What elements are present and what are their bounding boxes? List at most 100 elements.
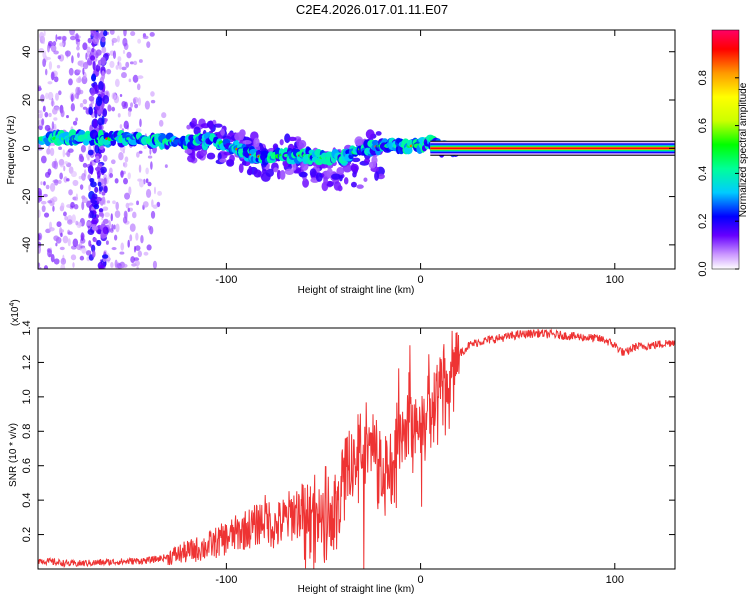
spectrogram-noise-blob <box>91 162 97 166</box>
spectrogram-noise-blob <box>46 148 51 155</box>
spectrogram-noise-blob <box>77 86 81 96</box>
spectrogram-noise-blob <box>114 178 119 184</box>
spectrogram-noise-blob <box>53 50 59 55</box>
colorbar-gradient <box>711 29 740 270</box>
colorbar: 0.0 0.2 0.4 0.6 0.8 Normalized spectral ampl… <box>697 29 749 277</box>
spectrogram-noise-blob <box>48 112 52 118</box>
spectrogram-noise-blob <box>38 144 42 148</box>
spectrogram-noise-blob <box>102 206 109 211</box>
spectrogram-noise-blob <box>136 200 139 206</box>
spectrogram-noise-blob <box>40 94 45 103</box>
spectrogram-noise-blob <box>115 201 119 211</box>
spectrogram-noise-blob <box>80 145 86 153</box>
spectrogram-noise-blob <box>125 202 130 209</box>
snr-scale-label: (x10 <box>10 306 21 326</box>
spectrogram-noise-blob <box>142 35 149 40</box>
spectrogram-noise-blob <box>124 156 129 163</box>
snr-ylabel: SNR (10 * v/v) <box>8 423 19 487</box>
spectrogram-noise-blob <box>53 258 60 265</box>
spectrogram-band-blob <box>89 210 94 219</box>
spectrogram-scatter-blob <box>248 165 253 176</box>
colorbar-tick-label: 0.6 <box>697 118 709 133</box>
snr-ytick-label: 1.2 <box>21 355 33 370</box>
spectrogram-scatter-blob <box>350 181 357 188</box>
spectrogram-noise-blob <box>43 30 46 37</box>
spectrogram-noise-blob <box>54 179 59 186</box>
spectrogram-noise-blob <box>41 205 46 213</box>
spectrogram-noise-blob <box>75 220 79 226</box>
spectrogram-scatter-blob <box>184 148 193 154</box>
spectrogram-noise-blob <box>147 181 152 187</box>
spectrogram-band-blob <box>101 191 106 196</box>
spectrogram-noise-blob <box>86 221 92 226</box>
spectrogram-noise-blob <box>133 257 140 262</box>
spectrogram-noise-blob <box>75 40 78 45</box>
spectrogram-noise-blob <box>138 179 144 188</box>
spectrogram-noise-blob <box>51 160 57 169</box>
spectrogram-noise-blob <box>112 200 116 205</box>
spectrogram-noise-blob <box>38 233 41 241</box>
spectrogram-band-blob <box>98 208 104 213</box>
spectrogram-band-blob <box>93 237 98 243</box>
spectrogram-noise-blob <box>143 145 147 149</box>
spectrogram-noise-blob <box>111 40 114 47</box>
spectrogram-noise-blob <box>136 83 141 91</box>
spectrogram-noise-blob <box>38 209 41 218</box>
spectrogram-noise-blob <box>117 113 121 118</box>
spectrogram-noise-blob <box>40 181 43 186</box>
spectrogram-noise-blob <box>48 61 53 70</box>
snr-scale-close: ) <box>10 299 21 302</box>
spectrogram-noise-blob <box>111 246 117 251</box>
spectrogram-noise-blob <box>150 161 153 170</box>
spectrogram-band-blob <box>102 218 109 225</box>
spectrogram-scatter-blob <box>315 172 323 182</box>
spectrogram-scatter-blob <box>220 128 225 136</box>
spectrogram-noise-blob <box>133 245 137 253</box>
spectrogram-noise-blob <box>145 167 149 175</box>
spectrogram-scatter-blob <box>193 126 201 136</box>
spectrogram-noise-blob <box>51 97 54 107</box>
spectrogram-scatter-blob <box>364 158 371 164</box>
spectrogram-scatter-blob <box>343 177 349 185</box>
spectrogram-band-blob <box>97 169 101 178</box>
spectrogram-scatter-blob <box>214 123 223 128</box>
spectrogram-noise-blob <box>128 78 132 83</box>
spectrogram-noise-blob <box>127 172 131 180</box>
spectrogram-noise-blob <box>126 51 132 59</box>
spectrogram-noise-blob <box>135 232 139 241</box>
spectrogram-noise-blob <box>138 59 143 63</box>
spectrogram-scatter-blob <box>292 162 297 171</box>
snr-xtick-label: -100 <box>215 574 237 586</box>
spectrogram-ridge-blob <box>404 146 413 155</box>
snr-ytick-label: 0.8 <box>21 424 33 439</box>
spectrogram-scatter-blob <box>253 169 262 178</box>
spectrogram-noise-blob <box>40 200 47 205</box>
spectrogram-noise-blob <box>81 172 86 181</box>
spectrogram-noise-blob <box>77 52 80 58</box>
spectrogram-noise-blob <box>129 234 133 242</box>
spectrogram-noise-blob <box>60 109 65 118</box>
spectrogram-scatter-blob <box>241 160 247 166</box>
spectrogram-noise-blob <box>70 201 75 208</box>
spectrogram-scatter-blob <box>284 133 291 144</box>
spectrogram-noise-blob <box>44 171 51 178</box>
spectrogram-noise-blob <box>82 42 88 51</box>
spectrogram-noise-blob <box>45 56 51 61</box>
spectrogram-scatter-blob <box>200 149 208 157</box>
spectrogram-noise-blob <box>116 35 120 43</box>
spectrogram-band-blob <box>87 165 94 174</box>
spectrogram-panel: -100 0 100 -40 -20 0 20 40 Height of straight l… <box>6 29 676 296</box>
spectrogram-noise-blob <box>58 158 65 166</box>
spectrogram-noise-blob <box>123 120 129 130</box>
spectrogram-scatter-blob <box>186 124 191 130</box>
spectrogram-noise-blob <box>60 232 63 238</box>
spectrogram-scatter-blob <box>331 173 341 180</box>
spectrogram-noise-blob <box>70 93 74 103</box>
spectrogram-noise-blob <box>125 61 130 68</box>
spectrogram-noise-blob <box>122 49 126 55</box>
spectrogram-noise-blob <box>81 247 87 254</box>
spectrogram-band-blob <box>103 185 108 194</box>
spectrogram-noise-blob <box>42 35 46 45</box>
spectrogram-noise-blob <box>70 254 77 261</box>
spectrogram-noise-blob <box>72 238 79 247</box>
